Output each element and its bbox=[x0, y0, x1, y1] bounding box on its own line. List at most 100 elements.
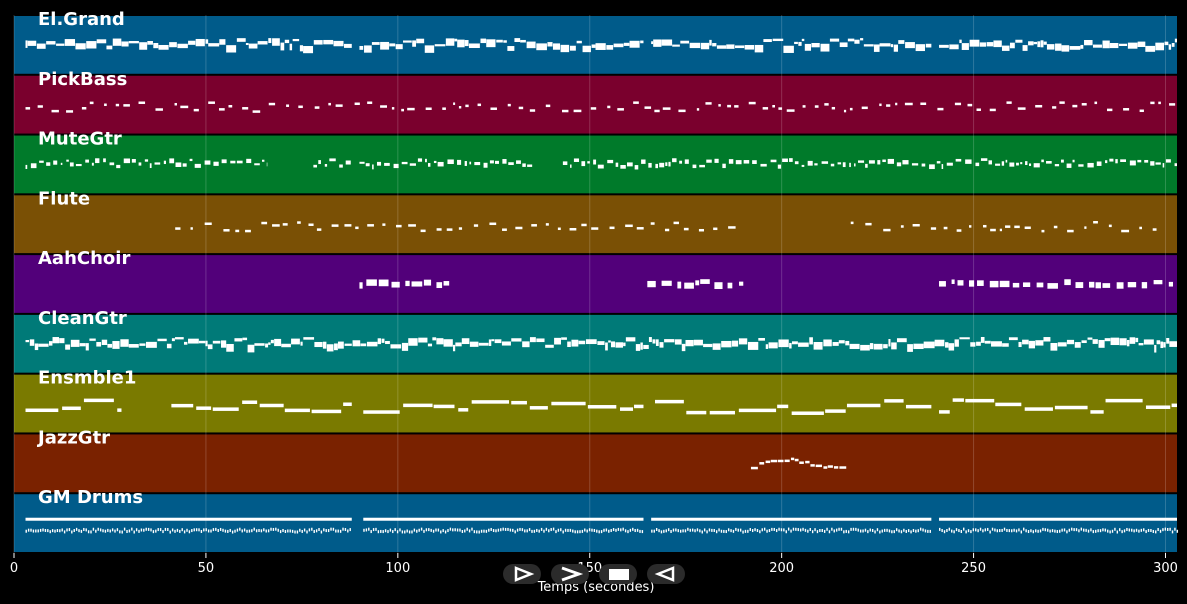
note bbox=[1043, 337, 1051, 342]
note bbox=[227, 529, 229, 533]
back-icon bbox=[654, 566, 675, 582]
note bbox=[960, 530, 963, 534]
note bbox=[291, 529, 294, 533]
track-label: CleanGtr bbox=[38, 308, 127, 329]
note bbox=[502, 159, 507, 164]
note bbox=[1008, 529, 1011, 533]
track-notes bbox=[25, 517, 1179, 534]
note bbox=[794, 41, 798, 45]
note bbox=[654, 109, 660, 113]
note bbox=[518, 106, 524, 110]
note bbox=[597, 341, 605, 345]
note bbox=[344, 528, 347, 532]
note bbox=[855, 527, 857, 531]
note bbox=[1168, 44, 1172, 50]
note bbox=[494, 339, 502, 344]
note bbox=[988, 160, 992, 165]
note bbox=[912, 223, 920, 227]
back-button[interactable] bbox=[647, 564, 685, 584]
note bbox=[560, 528, 562, 532]
note bbox=[900, 530, 903, 534]
note bbox=[879, 103, 882, 107]
note bbox=[313, 40, 323, 45]
note bbox=[744, 45, 755, 50]
note bbox=[135, 528, 138, 532]
note bbox=[458, 227, 463, 230]
note bbox=[1035, 340, 1044, 346]
note bbox=[408, 224, 416, 227]
note bbox=[608, 340, 611, 343]
note bbox=[109, 529, 111, 533]
note bbox=[742, 530, 744, 534]
note bbox=[526, 41, 536, 49]
forward-icon bbox=[561, 566, 584, 582]
note bbox=[489, 222, 497, 226]
note bbox=[1015, 529, 1018, 533]
note bbox=[958, 529, 960, 533]
note bbox=[1135, 337, 1139, 343]
note bbox=[344, 43, 352, 48]
note bbox=[569, 45, 576, 51]
note bbox=[147, 527, 150, 531]
note bbox=[1126, 527, 1128, 531]
note bbox=[684, 282, 694, 289]
note bbox=[778, 339, 789, 348]
note bbox=[401, 342, 409, 351]
note bbox=[735, 45, 745, 49]
note bbox=[888, 338, 891, 347]
note bbox=[843, 530, 845, 534]
note bbox=[738, 338, 748, 345]
note bbox=[725, 530, 727, 534]
note bbox=[457, 159, 462, 165]
note bbox=[389, 528, 392, 532]
note bbox=[798, 41, 802, 46]
note bbox=[511, 400, 527, 405]
note bbox=[706, 159, 712, 163]
note bbox=[242, 337, 248, 341]
note bbox=[820, 43, 830, 52]
note bbox=[303, 528, 306, 532]
note bbox=[1020, 162, 1023, 165]
note bbox=[735, 527, 737, 531]
note bbox=[97, 527, 99, 531]
note bbox=[261, 221, 268, 225]
note bbox=[799, 461, 804, 464]
note bbox=[968, 280, 975, 287]
stop-icon bbox=[609, 569, 629, 580]
track-label: GM Drums bbox=[38, 487, 143, 508]
note bbox=[588, 528, 591, 532]
note bbox=[1105, 160, 1108, 164]
note bbox=[584, 528, 586, 532]
note bbox=[75, 43, 86, 50]
play-button[interactable] bbox=[503, 564, 541, 584]
note bbox=[1042, 527, 1044, 531]
note bbox=[268, 38, 272, 44]
note bbox=[843, 109, 847, 113]
note bbox=[823, 339, 832, 347]
note bbox=[507, 103, 511, 107]
note bbox=[284, 408, 310, 413]
note bbox=[655, 163, 658, 169]
note bbox=[254, 163, 260, 166]
forward-button[interactable] bbox=[551, 564, 589, 584]
note bbox=[1094, 101, 1098, 105]
note bbox=[372, 528, 375, 532]
note bbox=[529, 406, 548, 410]
note bbox=[1144, 159, 1149, 163]
track-lane bbox=[14, 374, 1177, 433]
note bbox=[1001, 45, 1010, 51]
note bbox=[65, 344, 71, 350]
note bbox=[1135, 528, 1138, 532]
note bbox=[514, 530, 516, 534]
note bbox=[292, 38, 300, 42]
note bbox=[27, 528, 30, 532]
note bbox=[1050, 342, 1058, 351]
note bbox=[1001, 528, 1003, 532]
note bbox=[904, 102, 913, 106]
stop-button[interactable] bbox=[599, 564, 637, 584]
track-notes bbox=[25, 101, 1176, 113]
note bbox=[473, 224, 479, 227]
note bbox=[1075, 528, 1078, 532]
note bbox=[627, 530, 629, 534]
note bbox=[468, 529, 471, 533]
